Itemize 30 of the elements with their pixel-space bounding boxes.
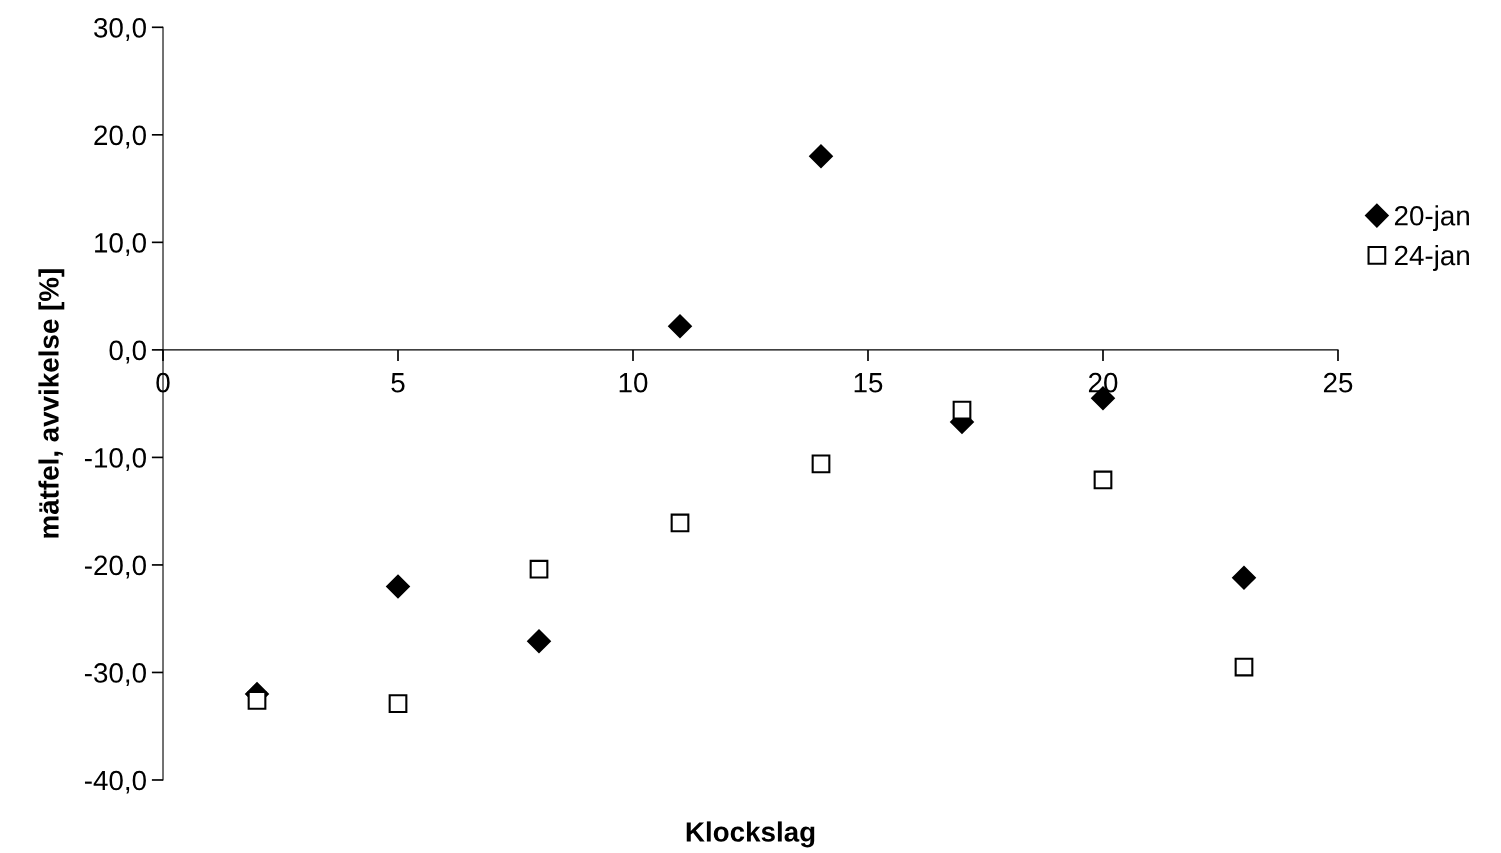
point: [386, 574, 410, 599]
y-tick-label: -10,0: [84, 448, 146, 472]
point: [247, 691, 267, 710]
point: [1093, 470, 1113, 490]
x-tick-label: 15: [854, 373, 883, 393]
x-tick-label: 20: [1088, 372, 1118, 393]
legend-label: 24-jan: [1394, 244, 1469, 271]
point: [809, 144, 833, 169]
y-tick-label: -40,0: [84, 770, 146, 794]
point: [388, 694, 408, 714]
x-tick-label: 5: [391, 373, 405, 393]
y-tick-label: -20,0: [84, 555, 146, 579]
x-tick-label: 25: [1323, 372, 1353, 393]
y-tick-label: 0,0: [109, 340, 146, 364]
y-tick-label: 20,0: [94, 125, 146, 149]
point: [1234, 657, 1254, 677]
point: [811, 454, 831, 474]
y-tick-label: 10,0: [95, 233, 146, 256]
y-tick-label: 30,0: [94, 17, 146, 41]
point: [952, 400, 972, 420]
point: [529, 559, 549, 579]
point: [527, 629, 551, 654]
y-axis-title: mätfel, avvikelse [%]: [38, 269, 65, 538]
legend-label: 20-jan: [1394, 205, 1469, 232]
point: [1232, 565, 1256, 590]
point: [668, 314, 692, 339]
x-axis-title: Klockslag: [686, 821, 815, 848]
x-tick-label: 10: [619, 372, 648, 393]
y-tick-label: -30,0: [84, 663, 146, 687]
point: [670, 513, 690, 533]
